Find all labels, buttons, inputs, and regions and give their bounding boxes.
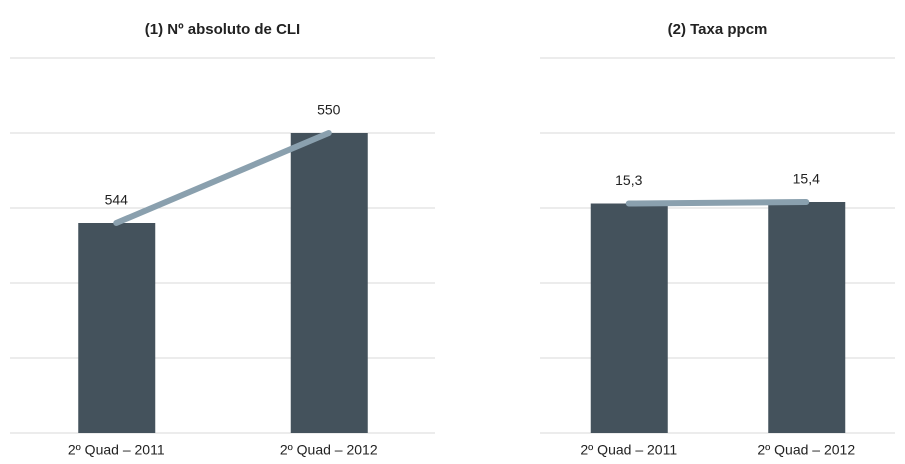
bar — [590, 203, 668, 433]
x-tick-label: 2º Quad – 2012 — [280, 442, 378, 458]
bar — [78, 223, 156, 433]
data-label: 550 — [317, 102, 341, 118]
trend-line — [113, 130, 332, 226]
data-label: 15,3 — [615, 172, 642, 188]
chart-title: (1) Nº absoluto de CLI — [145, 21, 300, 38]
data-label: 15,4 — [793, 171, 820, 187]
data-label: 544 — [105, 192, 129, 208]
x-tick-label: 2º Quad – 2011 — [68, 442, 165, 458]
bar — [290, 133, 368, 433]
trend-line — [625, 199, 810, 207]
x-tick-label: 2º Quad – 2011 — [580, 442, 677, 458]
x-tick-label: 2º Quad – 2012 — [757, 442, 855, 458]
bar — [768, 202, 846, 433]
chart-title: (2) Taxa ppcm — [668, 21, 768, 38]
